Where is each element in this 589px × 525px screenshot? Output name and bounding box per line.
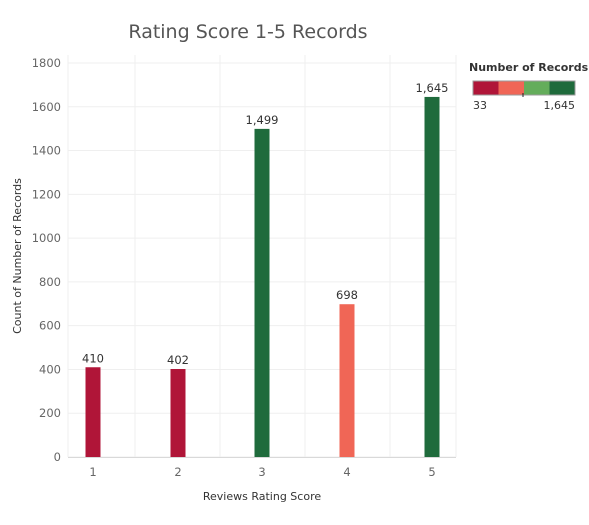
- y-tick-label: 0: [54, 450, 61, 464]
- legend-swatch: [498, 81, 524, 95]
- legend-swatch: [524, 81, 550, 95]
- bars: [85, 96, 440, 457]
- y-axis-ticks: 0 200 400 600 800 1000 1200 1400 1600 1800: [32, 56, 61, 464]
- bar-5: [424, 96, 440, 457]
- x-tick-label: 3: [258, 465, 265, 479]
- bar-value-label: 698: [336, 288, 358, 302]
- bar-value-label: 1,645: [416, 81, 449, 95]
- y-tick-label: 1800: [32, 56, 61, 70]
- legend-color-ramp: [472, 80, 576, 96]
- y-tick-label: 600: [39, 319, 61, 333]
- color-legend: Number of Records 33 1,645: [469, 61, 589, 112]
- y-tick-label: 400: [39, 362, 61, 376]
- legend-swatch: [473, 81, 499, 95]
- chart-title: Rating Score 1-5 Records: [128, 21, 367, 43]
- bar-2: [170, 369, 186, 457]
- bar-value-label: 1,499: [246, 113, 279, 127]
- x-tick-label: 5: [428, 465, 435, 479]
- y-tick-label: 1400: [32, 144, 61, 158]
- bar-value-label: 410: [82, 351, 104, 365]
- x-tick-label: 2: [174, 465, 181, 479]
- y-tick-label: 200: [39, 406, 61, 420]
- legend-title: Number of Records: [469, 61, 589, 74]
- x-axis-label: Reviews Rating Score: [203, 490, 321, 503]
- y-tick-label: 800: [39, 275, 61, 289]
- x-tick-label: 1: [89, 465, 96, 479]
- legend-swatch: [549, 81, 575, 95]
- bar-1: [85, 367, 101, 457]
- x-tick-label: 4: [343, 465, 350, 479]
- x-axis-ticks: 1 2 3 4 5: [89, 465, 435, 479]
- y-axis-label: Count of Number of Records: [11, 178, 24, 334]
- legend-max-label: 1,645: [544, 99, 576, 112]
- bar-labels: 410 402 1,499 698 1,645: [82, 81, 448, 367]
- bar-value-label: 402: [167, 353, 189, 367]
- y-tick-label: 1200: [32, 187, 61, 201]
- bar-3: [254, 128, 270, 457]
- legend-ramp-border: [472, 80, 576, 96]
- legend-min-label: 33: [473, 99, 487, 112]
- y-tick-label: 1600: [32, 100, 61, 114]
- bar-4: [339, 304, 355, 457]
- y-tick-label: 1000: [32, 231, 61, 245]
